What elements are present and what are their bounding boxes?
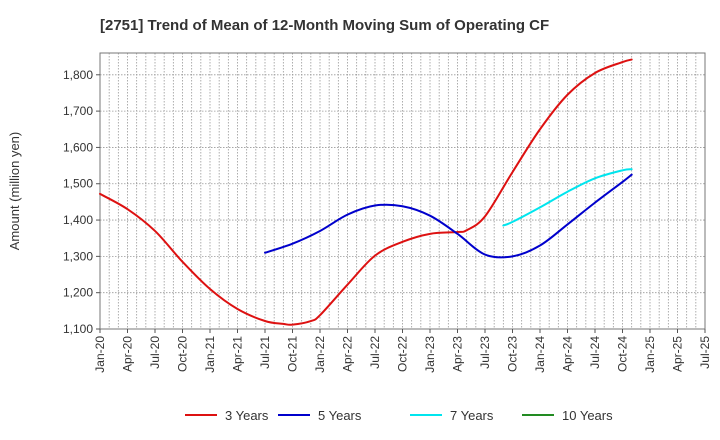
x-tick-label: Jan-21: [203, 336, 217, 373]
x-tick-label: Oct-24: [616, 336, 630, 372]
x-tick-label: Jan-25: [643, 336, 657, 373]
legend: 3 Years 5 Years 7 Years 10 Years: [185, 408, 613, 423]
x-tick-label: Apr-25: [671, 336, 685, 372]
y-axis-label: Amount (million yen): [7, 132, 22, 251]
x-tick-label: Jan-22: [313, 336, 327, 373]
series-line-3-years: [99, 58, 633, 326]
x-tick-label: Jan-20: [93, 336, 107, 373]
legend-label-10-years: 10 Years: [562, 408, 613, 423]
y-tick-label: 1,300: [63, 249, 93, 263]
x-tick-label: Jan-23: [423, 336, 437, 373]
x-tick-label: Apr-20: [121, 336, 135, 372]
y-tick-label: 1,800: [63, 68, 93, 82]
x-tick-label: Apr-23: [451, 336, 465, 372]
x-tick-label: Jul-20: [148, 336, 162, 369]
x-tick-label: Oct-22: [396, 336, 410, 372]
grid: [100, 53, 705, 330]
x-tick-label: Jan-24: [533, 336, 547, 373]
series-lines: [99, 58, 633, 326]
x-tick-label: Apr-21: [231, 336, 245, 372]
y-tick-label: 1,500: [63, 177, 93, 191]
x-tick-label: Jul-21: [258, 336, 272, 369]
legend-label-5-years: 5 Years: [318, 408, 362, 423]
y-tick-label: 1,700: [63, 104, 93, 118]
x-tick-label: Jul-24: [588, 336, 602, 369]
x-tick-label: Oct-20: [176, 336, 190, 372]
x-tick-label: Apr-24: [561, 336, 575, 372]
legend-label-7-years: 7 Years: [450, 408, 494, 423]
x-tick-label: Apr-22: [341, 336, 355, 372]
x-tick-label: Jul-23: [478, 336, 492, 369]
chart-title: [2751] Trend of Mean of 12-Month Moving …: [100, 17, 549, 34]
x-tick-label: Jul-25: [698, 336, 712, 369]
series-line-7-years: [502, 168, 633, 227]
x-tick-label: Oct-23: [506, 336, 520, 372]
y-tick-label: 1,400: [63, 213, 93, 227]
series-line-5-years: [264, 173, 633, 259]
x-tick-label: Jul-22: [368, 336, 382, 369]
y-tick-label: 1,100: [63, 322, 93, 336]
x-tick-label: Oct-21: [286, 336, 300, 372]
y-tick-label: 1,600: [63, 140, 93, 154]
y-axis-ticks: 1,100 1,200 1,300 1,400 1,500 1,600 1,700 1,800: [63, 68, 100, 336]
y-tick-label: 1,200: [63, 286, 93, 300]
x-axis-ticks: Jan-20 Apr-20 Jul-20 Oct-20 Jan-21 Apr-21 Jul-…: [93, 329, 712, 373]
legend-label-3-years: 3 Years: [225, 408, 269, 423]
